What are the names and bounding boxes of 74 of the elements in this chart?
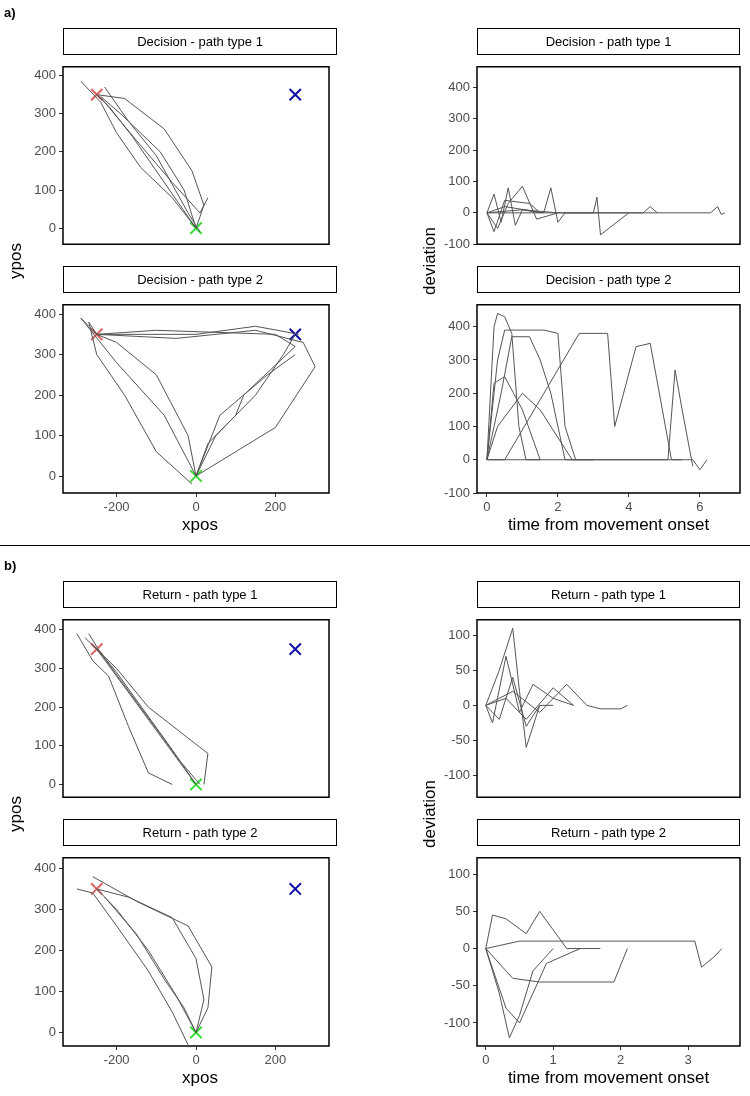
chart-title: Decision - path type 1 bbox=[63, 28, 337, 55]
chart-title: Return - path type 2 bbox=[63, 819, 337, 846]
x-tick-label: 200 bbox=[264, 1052, 287, 1068]
x-tick-label: 0 bbox=[192, 499, 200, 515]
x-tick-label: -200 bbox=[103, 1052, 130, 1068]
y-axis-title: ypos bbox=[6, 241, 26, 281]
x-tick-label: 2 bbox=[617, 1052, 625, 1068]
y-tick-label: 200 bbox=[34, 942, 56, 958]
chart-title: Return - path type 1 bbox=[477, 581, 740, 608]
y-tick-label: 0 bbox=[462, 696, 470, 712]
y-tick-label: 100 bbox=[34, 983, 56, 999]
x-tick-label: 2 bbox=[554, 499, 562, 515]
y-tick-label: 400 bbox=[448, 318, 470, 334]
x-axis-title: time from movement onset bbox=[506, 515, 711, 535]
y-tick-label: 0 bbox=[48, 467, 56, 483]
y-tick-label: -100 bbox=[443, 1014, 470, 1030]
y-tick-label: 50 bbox=[455, 902, 470, 918]
y-tick-label: 100 bbox=[448, 626, 470, 642]
y-tick-label: 200 bbox=[34, 143, 56, 159]
x-axis-title: xpos bbox=[181, 1068, 219, 1088]
chart-title: Return - path type 2 bbox=[477, 819, 740, 846]
y-tick-label: 50 bbox=[455, 661, 470, 677]
y-tick-label: -50 bbox=[451, 977, 470, 993]
text: b) bbox=[4, 558, 17, 573]
x-tick-label: 0 bbox=[192, 1052, 200, 1068]
x-tick-label: 4 bbox=[625, 499, 633, 515]
y-tick-label: 0 bbox=[48, 776, 56, 792]
y-tick-label: 200 bbox=[34, 698, 56, 714]
y-tick-label: 100 bbox=[34, 737, 56, 753]
y-tick-label: 0 bbox=[462, 204, 470, 220]
y-tick-label: 0 bbox=[462, 451, 470, 467]
x-tick-label: 3 bbox=[684, 1052, 692, 1068]
y-tick-label: 200 bbox=[448, 141, 470, 157]
chart-title: Decision - path type 2 bbox=[477, 266, 740, 293]
y-tick-label: 300 bbox=[34, 660, 56, 676]
y-tick-label: 400 bbox=[34, 860, 56, 876]
y-tick-label: 0 bbox=[462, 940, 470, 956]
x-tick-label: -200 bbox=[103, 499, 130, 515]
x-tick-label: 1 bbox=[549, 1052, 557, 1068]
x-tick-label: 0 bbox=[483, 499, 491, 515]
y-tick-label: 100 bbox=[448, 865, 470, 881]
y-tick-label: 300 bbox=[448, 351, 470, 367]
y-tick-label: 100 bbox=[34, 427, 56, 443]
y-tick-label: 100 bbox=[448, 173, 470, 189]
y-tick-label: 100 bbox=[448, 418, 470, 434]
y-axis-title: ypos bbox=[6, 794, 26, 834]
y-axis-title: deviation bbox=[420, 225, 440, 297]
y-tick-label: 200 bbox=[448, 384, 470, 400]
chart-title: Return - path type 1 bbox=[63, 581, 337, 608]
y-tick-label: -100 bbox=[443, 767, 470, 783]
x-tick-label: 0 bbox=[482, 1052, 490, 1068]
y-tick-label: 300 bbox=[34, 346, 56, 362]
x-axis-title: time from movement onset bbox=[506, 1068, 711, 1088]
y-tick-label: -100 bbox=[443, 484, 470, 500]
text: a) bbox=[4, 5, 16, 20]
y-tick-label: 0 bbox=[48, 219, 56, 235]
x-tick-label: 200 bbox=[264, 499, 287, 515]
y-tick-label: 400 bbox=[448, 79, 470, 95]
y-tick-label: 400 bbox=[34, 67, 56, 83]
y-tick-label: 300 bbox=[34, 901, 56, 917]
y-tick-label: 400 bbox=[34, 305, 56, 321]
x-tick-label: 6 bbox=[696, 499, 704, 515]
y-tick-label: 0 bbox=[48, 1024, 56, 1040]
y-axis-title: deviation bbox=[420, 778, 440, 850]
chart-title: Decision - path type 1 bbox=[477, 28, 740, 55]
y-tick-label: -50 bbox=[451, 731, 470, 747]
y-tick-label: 100 bbox=[34, 181, 56, 197]
y-tick-label: 300 bbox=[448, 110, 470, 126]
y-tick-label: 200 bbox=[34, 386, 56, 402]
y-tick-label: -100 bbox=[443, 235, 470, 251]
y-tick-label: 300 bbox=[34, 105, 56, 121]
x-axis-title: xpos bbox=[181, 515, 219, 535]
chart-title: Decision - path type 2 bbox=[63, 266, 337, 293]
y-tick-label: 400 bbox=[34, 621, 56, 637]
